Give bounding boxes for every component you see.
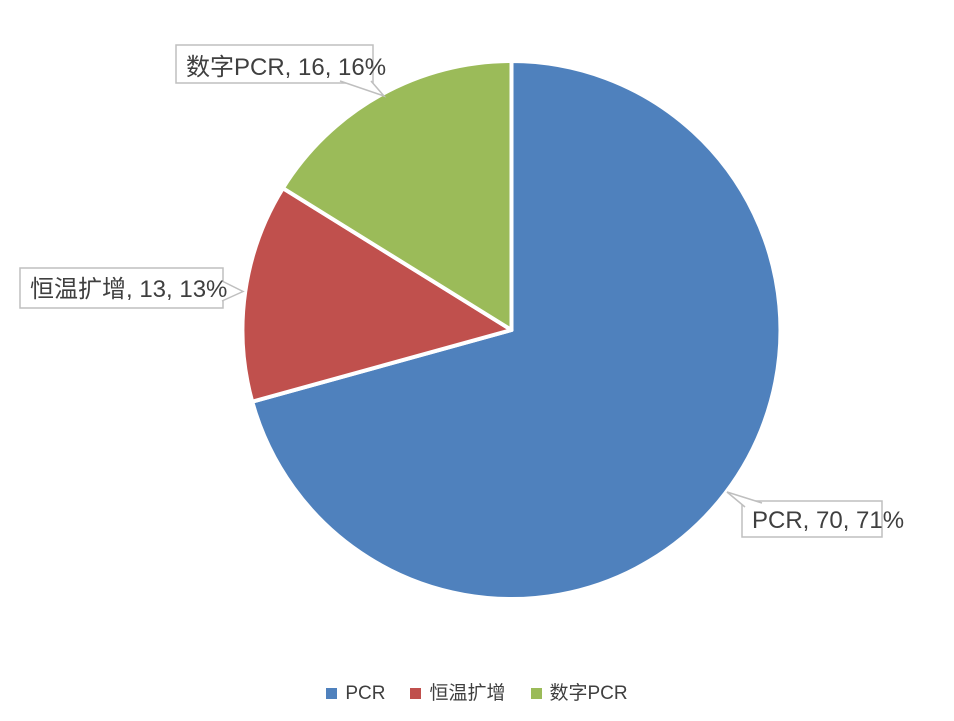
pie-slices [240, 59, 783, 601]
callout-pointer [726, 491, 763, 508]
callout-pcr: PCR, 70, 71% [726, 491, 904, 538]
callout-pointer [339, 80, 387, 98]
callout-box [741, 500, 883, 538]
legend-marker-shuzipcr [530, 688, 542, 700]
callout-box [175, 44, 374, 84]
callout-label-shuzipcr: 数字PCR, 16, 16% [186, 54, 386, 81]
chart-legend: PCR 恒温扩增 数字PCR [0, 678, 954, 710]
callout-label-pcr: PCR, 70, 71% [752, 507, 904, 534]
legend-label-pcr: PCR [345, 682, 386, 704]
legend-label-hengwenkuozeng: 恒温扩增 [429, 682, 506, 704]
legend-item-pcr[interactable]: PCR [326, 683, 385, 706]
pie-slice-hengwenkuozeng[interactable] [240, 186, 514, 404]
callout-shuzipcr: 数字PCR, 16, 16% [175, 44, 387, 98]
pie-slice-pcr[interactable] [250, 59, 783, 601]
legend-marker-hengwenkuozeng [410, 688, 422, 700]
callout-label-hengwenkuozeng: 恒温扩增, 13, 13% [30, 276, 227, 303]
callout-box [19, 267, 224, 309]
callout-hengwenkuozeng: 恒温扩增, 13, 13% [19, 267, 245, 309]
legend-item-hengwenkuozeng[interactable]: 恒温扩增 [410, 682, 506, 706]
legend-marker-pcr [326, 688, 338, 700]
legend-item-shuzipcr[interactable]: 数字PCR [530, 682, 628, 706]
legend-label-shuzipcr: 数字PCR [549, 682, 628, 704]
callout-pointer [221, 280, 245, 302]
